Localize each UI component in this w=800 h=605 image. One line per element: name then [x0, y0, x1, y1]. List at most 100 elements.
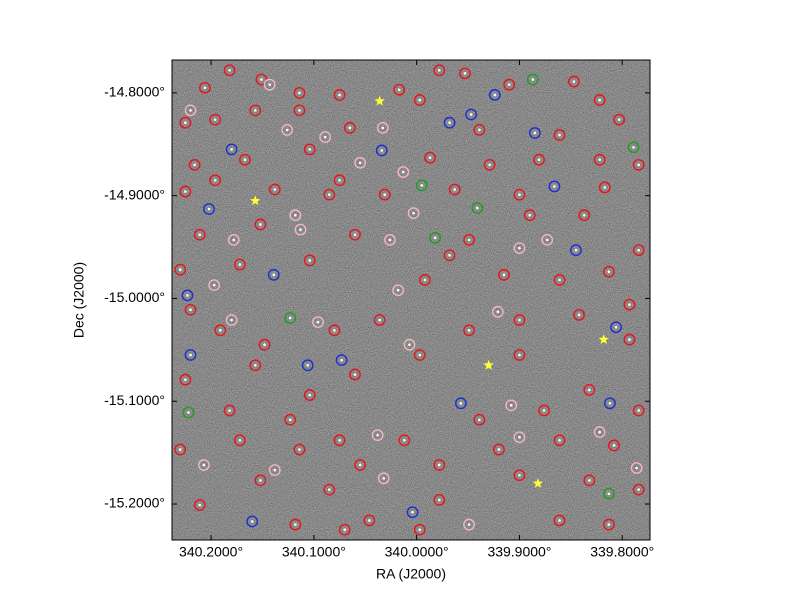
source-dot [186, 294, 189, 297]
source-marker [193, 228, 206, 241]
source-marker [593, 94, 606, 106]
source-dot [588, 479, 591, 482]
source-dot [381, 126, 385, 130]
source-dot [628, 338, 631, 341]
source-marker [583, 384, 596, 396]
source-marker [378, 188, 391, 201]
source-marker [263, 78, 276, 91]
source-marker [513, 349, 526, 361]
source-dot [588, 388, 591, 392]
source-marker [225, 314, 238, 326]
source-marker [343, 121, 356, 134]
source-marker [541, 233, 554, 246]
source-dot [412, 211, 415, 215]
source-dot [298, 91, 301, 95]
source-dot [437, 463, 441, 467]
y-tick-label: -15.0000° [104, 289, 165, 305]
star-marker [250, 195, 261, 206]
source-marker [593, 153, 606, 166]
source-dot [376, 433, 379, 437]
source-dot [542, 409, 546, 412]
source-dot [207, 207, 211, 211]
source-dot [423, 278, 427, 282]
source-dot [228, 409, 231, 412]
source-dot [178, 448, 182, 451]
source-marker [503, 78, 516, 91]
source-marker [181, 289, 194, 302]
source-marker [371, 429, 384, 442]
source-marker [630, 462, 643, 474]
source-dot [212, 283, 216, 287]
source-dot [607, 492, 611, 496]
source-dot [268, 83, 271, 86]
source-dot [380, 149, 384, 152]
source-marker [433, 494, 446, 506]
star-marker [374, 95, 385, 106]
y-tick-label: -14.8000° [104, 84, 165, 100]
source-marker [223, 64, 236, 77]
source-marker [413, 523, 426, 536]
x-tick-label: 339.9000° [487, 544, 551, 560]
source-dot [189, 353, 192, 357]
source-dot [238, 263, 242, 266]
source-marker [328, 324, 341, 337]
source-marker [293, 86, 306, 99]
source-marker [505, 399, 518, 412]
source-marker [303, 389, 316, 401]
star-marker [532, 477, 544, 488]
source-dot [518, 353, 521, 357]
source-dot [403, 438, 406, 442]
source-dot [408, 343, 411, 347]
source-marker [602, 265, 615, 278]
source-dot [518, 473, 521, 477]
source-dot [528, 213, 532, 217]
source-marker [418, 274, 431, 286]
source-marker [553, 129, 566, 141]
source-marker [533, 153, 545, 166]
source-marker [538, 404, 551, 417]
source-dot [378, 318, 381, 322]
source-dot [358, 161, 362, 165]
source-dot [574, 248, 578, 252]
source-marker [289, 209, 302, 222]
source-dot [243, 158, 247, 162]
star-marker [598, 334, 609, 345]
source-marker [448, 183, 461, 196]
source-dot [343, 528, 346, 532]
source-marker [294, 223, 307, 236]
source-marker [602, 487, 615, 500]
source-dot [333, 329, 336, 332]
source-marker [623, 298, 636, 311]
source-marker [459, 67, 471, 80]
x-tick-label: 339.8000° [590, 544, 654, 560]
source-marker [424, 151, 436, 164]
source-marker [513, 242, 526, 254]
source-dot [299, 228, 302, 231]
source-dot [497, 448, 501, 451]
source-marker [397, 166, 410, 178]
source-marker [268, 183, 281, 196]
source-marker [377, 472, 390, 485]
source-dot [617, 118, 621, 121]
source-dot [572, 80, 576, 83]
source-marker [179, 185, 192, 198]
source-marker [392, 284, 405, 297]
source-dot [213, 118, 217, 121]
source-marker [632, 158, 645, 171]
source-marker [376, 121, 389, 134]
source-dot [184, 121, 187, 124]
source-marker [513, 314, 526, 326]
source-dot [184, 378, 187, 381]
source-dot [558, 278, 561, 282]
source-dot [533, 131, 537, 135]
source-marker [223, 404, 236, 417]
source-marker [209, 113, 222, 126]
source-marker [583, 474, 596, 487]
source-dot [558, 438, 561, 442]
source-marker [393, 83, 406, 96]
source-dot [250, 520, 254, 523]
source-marker [174, 443, 187, 456]
source-dot [308, 259, 312, 262]
source-dot [418, 528, 422, 532]
source-marker [319, 131, 332, 143]
